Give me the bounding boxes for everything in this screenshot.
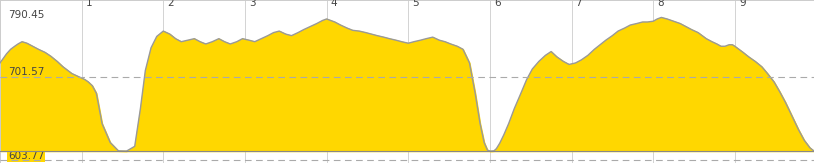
Text: 7: 7 (575, 0, 582, 8)
Text: 2: 2 (168, 0, 174, 8)
Text: 790.45: 790.45 (8, 9, 45, 20)
Text: 4: 4 (330, 0, 337, 8)
Text: 603.77: 603.77 (8, 151, 45, 161)
Text: 5: 5 (413, 0, 419, 8)
Text: 1: 1 (85, 0, 92, 8)
Text: 6: 6 (494, 0, 501, 8)
Text: 9: 9 (739, 0, 746, 8)
Text: 701.57: 701.57 (8, 67, 45, 77)
Text: 3: 3 (249, 0, 256, 8)
Text: 8: 8 (657, 0, 664, 8)
